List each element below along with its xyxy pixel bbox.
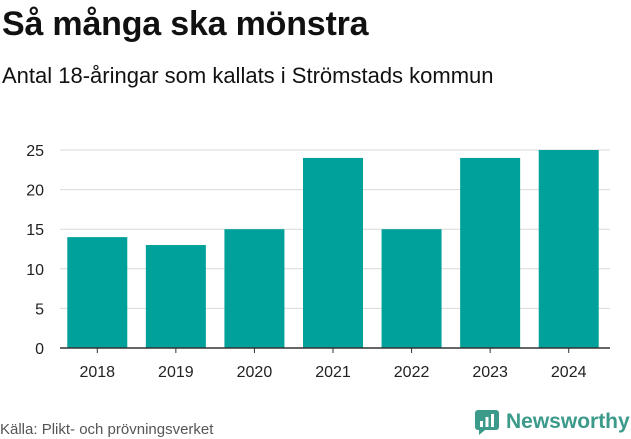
y-tick-label: 15 xyxy=(26,222,44,239)
x-tick-label: 2020 xyxy=(237,364,273,381)
x-tick-label: 2018 xyxy=(79,364,115,381)
x-tick-label: 2019 xyxy=(158,364,194,381)
x-tick-label: 2023 xyxy=(472,364,508,381)
bar-2020 xyxy=(224,229,285,348)
source-note: Källa: Plikt- och prövningsverket xyxy=(0,421,214,438)
y-axis-tick-labels: 0 5 10 15 20 25 xyxy=(26,143,44,358)
bar-2018 xyxy=(67,237,128,348)
brand[interactable]: Newsworthy xyxy=(474,406,630,438)
bar-2024 xyxy=(538,150,599,348)
y-tick-label: 5 xyxy=(35,301,44,318)
bar-2019 xyxy=(145,245,206,348)
brand-name: Newsworthy xyxy=(506,410,630,433)
bar-2023 xyxy=(460,157,521,348)
bar-chart: 0 5 10 15 20 25 2018 2019 2020 2021 2022 2023 2024 xyxy=(26,143,610,381)
y-tick-label: 10 xyxy=(26,262,44,279)
x-tick-label: 2021 xyxy=(315,364,351,381)
newsworthy-logo-icon xyxy=(475,410,499,435)
y-tick-label: 0 xyxy=(35,341,44,358)
x-tick-label: 2024 xyxy=(551,364,587,381)
bars xyxy=(67,150,599,348)
chart-subtitle: Antal 18-åringar som kallats i Strömstad… xyxy=(2,63,494,88)
x-axis-tick-labels: 2018 2019 2020 2021 2022 2023 2024 xyxy=(79,348,587,381)
bar-2021 xyxy=(303,157,363,348)
y-tick-label: 20 xyxy=(26,183,44,200)
x-tick-label: 2022 xyxy=(394,364,430,381)
y-tick-label: 25 xyxy=(26,143,44,160)
bar-2022 xyxy=(381,229,442,348)
chart-title: Så många ska mönstra xyxy=(2,5,369,43)
